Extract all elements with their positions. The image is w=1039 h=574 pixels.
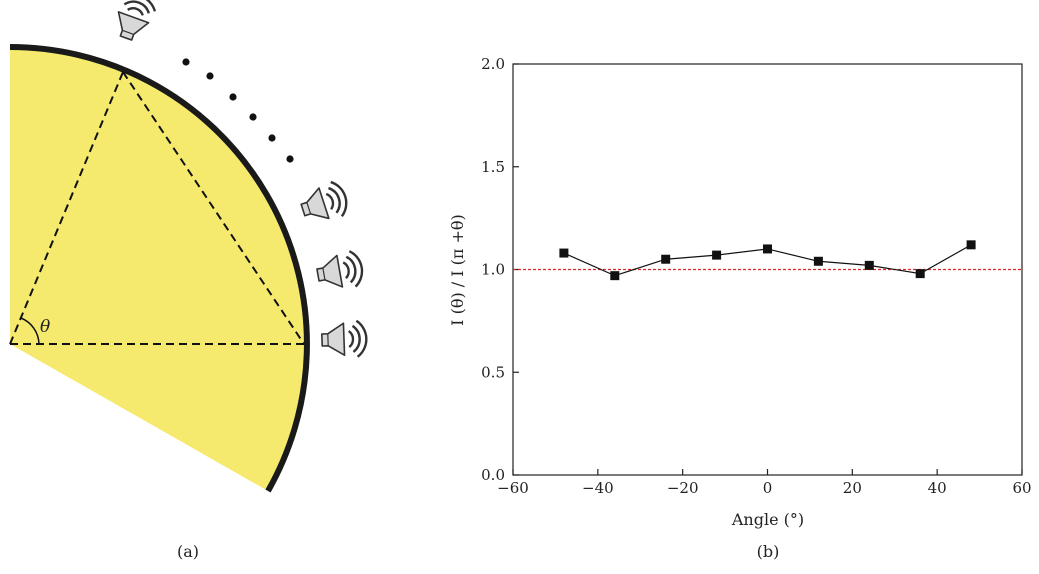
dashed-chord-line	[122, 71, 305, 345]
panel-b-caption: (b)	[757, 542, 780, 561]
speaker-icon	[296, 177, 352, 229]
sector-fill	[10, 47, 307, 491]
data-point-marker	[864, 260, 874, 270]
x-tick-label: 40	[928, 479, 947, 497]
data-point-marker	[610, 271, 620, 281]
x-tick-label: −40	[582, 479, 614, 497]
x-tick-label: −60	[497, 479, 529, 497]
y-axis-label: I (θ) / I (π +θ)	[448, 214, 467, 326]
ellipsis-dots	[182, 58, 294, 163]
y-tick-label: 1.5	[481, 158, 505, 176]
data-point-marker	[661, 254, 671, 264]
x-tick-label: 0	[763, 479, 773, 497]
x-tick-label: −20	[667, 479, 699, 497]
data-point-marker	[813, 256, 823, 266]
speaker-icon	[107, 0, 160, 46]
dashed-radius-line	[9, 71, 124, 345]
panel-a: θ	[9, 0, 369, 561]
data-point-marker	[712, 250, 722, 260]
y-tick-label: 0.5	[481, 363, 505, 381]
y-tick-label: 0.0	[481, 466, 505, 484]
panel-a-caption: (a)	[177, 542, 199, 561]
data-point-marker	[966, 240, 976, 250]
angle-arc	[20, 317, 40, 345]
speaker-icon	[320, 319, 369, 360]
chart-layer: −60 −40 −20 0 20 40 60 0.0 0.5 1.0 1.5 2.0	[481, 55, 1031, 497]
x-tick-label: 60	[1012, 479, 1031, 497]
panel-b: −60 −40 −20 0 20 40 60 0.0 0.5 1.0 1.5 2.0 Angle (°…	[448, 55, 1032, 561]
angle-symbol-label: θ	[40, 317, 50, 337]
y-tick-label: 1.0	[481, 261, 505, 279]
data-point-marker	[915, 269, 925, 279]
data-point-marker	[559, 248, 569, 258]
data-point-marker	[763, 244, 772, 254]
x-tick-label: 20	[843, 479, 862, 497]
sector-rim	[9, 44, 310, 493]
speaker-icon	[313, 248, 367, 294]
x-axis-label: Angle (°)	[731, 510, 804, 529]
y-tick-label: 2.0	[481, 55, 505, 73]
